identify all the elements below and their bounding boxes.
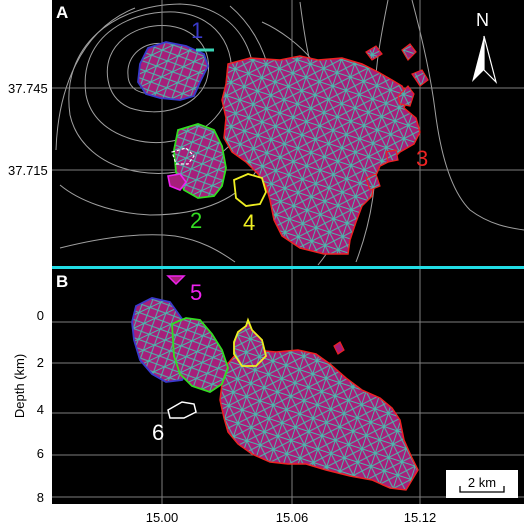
region-label-4: 4 <box>243 210 255 235</box>
y-tick-b-2: 4 <box>37 402 44 417</box>
region-6-depth-section <box>167 401 197 419</box>
region-3-outlier <box>385 149 399 163</box>
region-3-depth-outlier <box>333 341 345 355</box>
region-3-outlier <box>401 43 417 61</box>
region-2-cluster <box>173 123 227 199</box>
region-6-outline-map <box>171 147 195 165</box>
x-tick-0: 15.00 <box>146 510 179 525</box>
panel-b-section: 5 6 B 2 km <box>52 269 524 504</box>
y-tick-b-4: 8 <box>37 490 44 505</box>
north-label: N <box>476 10 489 30</box>
panel-divider <box>52 266 524 269</box>
region-3-outlier <box>411 69 429 87</box>
x-tick-1: 15.06 <box>276 510 309 525</box>
scale-bar-box <box>446 470 518 498</box>
region-3-outlier <box>397 85 415 107</box>
scale-bar-label: 2 km <box>468 475 496 490</box>
x-tick-2: 15.12 <box>404 510 437 525</box>
y-tick-b-1: 2 <box>37 355 44 370</box>
region-4-depth-section <box>233 317 267 367</box>
region-label-3: 3 <box>416 146 428 171</box>
region-3-depth-section <box>219 349 419 491</box>
region-5-depth-section <box>166 275 186 286</box>
y-axis-title-b: Depth (km) <box>12 354 27 418</box>
y-tick-a-0: 37.745 <box>8 81 48 96</box>
panel-b-letter: B <box>56 272 68 291</box>
region-3-outlier <box>365 45 383 61</box>
panel-a-map: 1 2 3 4 A N <box>52 0 525 267</box>
scale-bar: 2 km <box>446 470 518 498</box>
region-1-cluster <box>137 41 209 101</box>
region-label-5: 5 <box>190 280 202 305</box>
north-arrow: N <box>472 10 498 84</box>
region-2-depth-section <box>171 317 229 393</box>
y-tick-b-0: 0 <box>37 308 44 323</box>
scale-bar-line <box>459 486 505 493</box>
region-3-cluster <box>221 43 429 255</box>
region-label-6: 6 <box>152 420 164 445</box>
panel-a-letter: A <box>56 3 68 22</box>
region-4-cluster <box>233 173 267 207</box>
region-3-outlier <box>365 173 381 191</box>
y-tick-a-1: 37.715 <box>8 163 48 178</box>
region-label-2: 2 <box>190 208 202 233</box>
region-label-1: 1 <box>191 18 203 43</box>
region-5-outline-map <box>167 173 187 191</box>
y-tick-b-3: 6 <box>37 446 44 461</box>
north-arrow-icon <box>472 35 498 84</box>
